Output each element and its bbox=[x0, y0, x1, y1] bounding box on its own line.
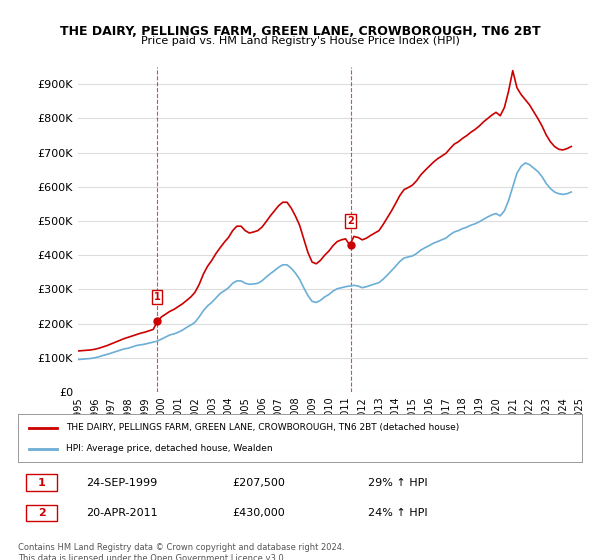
Text: Contains HM Land Registry data © Crown copyright and database right 2024.
This d: Contains HM Land Registry data © Crown c… bbox=[18, 543, 344, 560]
Text: 2: 2 bbox=[347, 216, 354, 226]
Text: THE DAIRY, PELLINGS FARM, GREEN LANE, CROWBOROUGH, TN6 2BT: THE DAIRY, PELLINGS FARM, GREEN LANE, CR… bbox=[59, 25, 541, 38]
Text: Price paid vs. HM Land Registry's House Price Index (HPI): Price paid vs. HM Land Registry's House … bbox=[140, 36, 460, 46]
Text: 1: 1 bbox=[154, 292, 160, 302]
Text: 1: 1 bbox=[38, 478, 46, 488]
Text: 20-APR-2011: 20-APR-2011 bbox=[86, 508, 157, 518]
Text: THE DAIRY, PELLINGS FARM, GREEN LANE, CROWBOROUGH, TN6 2BT (detached house): THE DAIRY, PELLINGS FARM, GREEN LANE, CR… bbox=[66, 423, 459, 432]
FancyBboxPatch shape bbox=[26, 474, 58, 491]
FancyBboxPatch shape bbox=[26, 505, 58, 521]
Text: 24-SEP-1999: 24-SEP-1999 bbox=[86, 478, 157, 488]
Text: £430,000: £430,000 bbox=[232, 508, 285, 518]
Text: 24% ↑ HPI: 24% ↑ HPI bbox=[368, 508, 427, 518]
Text: 29% ↑ HPI: 29% ↑ HPI bbox=[368, 478, 427, 488]
Text: £207,500: £207,500 bbox=[232, 478, 285, 488]
Text: HPI: Average price, detached house, Wealden: HPI: Average price, detached house, Weal… bbox=[66, 444, 272, 453]
Text: 2: 2 bbox=[38, 508, 46, 518]
